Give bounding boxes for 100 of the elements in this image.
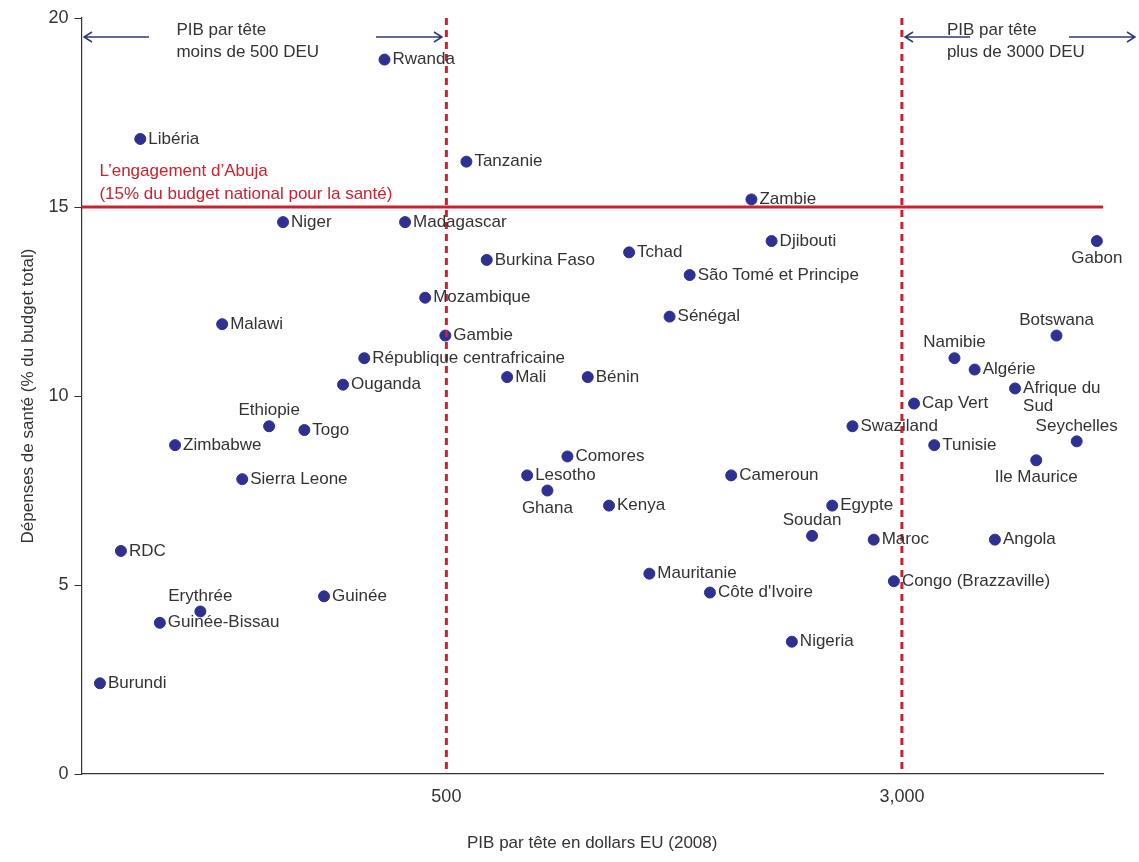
x-tick-label: 3,000 — [879, 785, 925, 806]
annotation: Ile Maurice — [994, 467, 1078, 487]
x-axis-title: PIB par tête en dollars EU (2008) — [467, 833, 718, 853]
annotation: Afrique du Sud — [1023, 378, 1101, 416]
point — [236, 473, 249, 486]
annotation: Guinée-Bissau — [167, 612, 280, 632]
y-axis-title: Dépenses de santé (% du budget total) — [17, 248, 37, 544]
y-tick-label: 5 — [58, 573, 69, 594]
annotation: Congo (Brazzaville) — [901, 570, 1051, 590]
annotation: Cameroun — [739, 465, 819, 485]
point — [806, 529, 819, 542]
point — [908, 397, 921, 410]
annotation: Botswana — [1019, 309, 1095, 329]
point — [378, 53, 391, 66]
annotation: République centrafricaine — [372, 347, 566, 367]
annotation: Lesotho — [535, 465, 596, 485]
point — [785, 635, 798, 648]
annotation: Mali — [515, 366, 547, 386]
point — [765, 235, 778, 248]
annotation: Guinée — [332, 586, 387, 606]
point — [988, 533, 1001, 546]
point — [643, 567, 656, 580]
y-tick-label: 10 — [48, 384, 69, 405]
ref-line-label: L’engagement d’Abuja (15% du budget national pour la santé) — [99, 161, 393, 203]
point — [318, 590, 331, 603]
point — [480, 253, 493, 266]
annotation: Cap Vert — [922, 393, 989, 413]
annotation: Soudan — [782, 510, 842, 530]
point — [948, 352, 961, 365]
point — [745, 193, 758, 206]
point — [846, 420, 859, 433]
point — [521, 469, 534, 482]
annotation: Libéria — [148, 128, 200, 148]
annotation: Kenya — [617, 495, 666, 515]
point — [277, 216, 290, 229]
point — [153, 616, 166, 629]
annotation: Angola — [1002, 529, 1057, 549]
annotation: Ethiopie — [238, 400, 300, 420]
annotation: Gambie — [453, 325, 513, 345]
annotation: Madagascar — [413, 211, 507, 231]
annotation: Tunisie — [942, 434, 997, 454]
point — [216, 318, 229, 331]
point — [134, 132, 147, 145]
annotation: Swaziland — [860, 415, 938, 435]
annotation: Nigeria — [799, 631, 855, 651]
annotation: São Tomé et Principe — [697, 264, 859, 284]
annotation: Togo — [312, 419, 350, 439]
point — [1009, 382, 1022, 395]
y-tick-label: 20 — [48, 6, 69, 27]
annotation: Ghana — [521, 497, 574, 517]
annotation: Zambie — [759, 189, 817, 209]
point — [968, 363, 981, 376]
annotation: Zimbabwe — [183, 434, 262, 454]
point — [298, 424, 311, 437]
point — [501, 371, 514, 384]
annotation: Erythrée — [168, 585, 233, 605]
x-tick-label: 500 — [431, 785, 462, 806]
annotation: PIB par tête plus de 3000 DEU — [946, 18, 1086, 63]
point — [1070, 435, 1083, 448]
annotation: Djibouti — [779, 230, 837, 250]
point — [663, 310, 676, 323]
annotation: Côte d'Ivoire — [717, 582, 813, 602]
point — [725, 469, 738, 482]
point — [114, 544, 127, 557]
point — [399, 216, 412, 229]
point — [460, 155, 473, 168]
annotation: Seychelles — [1035, 415, 1118, 435]
point — [928, 439, 941, 452]
point — [867, 533, 880, 546]
point — [1090, 235, 1103, 248]
point — [561, 450, 574, 463]
annotation: Burundi — [107, 672, 167, 692]
annotation: Egypte — [840, 495, 894, 515]
annotation: Sénégal — [677, 306, 740, 326]
annotation: Niger — [291, 211, 332, 231]
point — [703, 586, 716, 599]
y-tick-label: 15 — [48, 195, 69, 216]
point — [358, 352, 371, 365]
point — [1050, 329, 1063, 342]
point — [887, 575, 900, 588]
point — [93, 677, 106, 690]
annotation: Rwanda — [392, 49, 456, 69]
point — [581, 371, 594, 384]
annotation: PIB par tête moins de 500 DEU — [176, 19, 321, 63]
annotation: Mauritanie — [657, 563, 737, 583]
annotation: Namibie — [923, 332, 986, 352]
point — [683, 269, 696, 282]
annotation: Algérie — [982, 359, 1036, 379]
annotation: Malawi — [230, 313, 284, 333]
annotation: Gabon — [1071, 248, 1123, 268]
point — [337, 378, 350, 391]
annotation: Bénin — [595, 366, 640, 386]
annotation: Tanzanie — [474, 151, 543, 171]
point — [541, 484, 554, 497]
annotation: Maroc — [881, 529, 930, 549]
annotation: Sierra Leone — [250, 468, 348, 488]
annotation: Comores — [575, 446, 645, 466]
annotation: Burkina Faso — [494, 249, 595, 269]
point — [826, 499, 839, 512]
annotation: Ouganda — [351, 374, 422, 394]
